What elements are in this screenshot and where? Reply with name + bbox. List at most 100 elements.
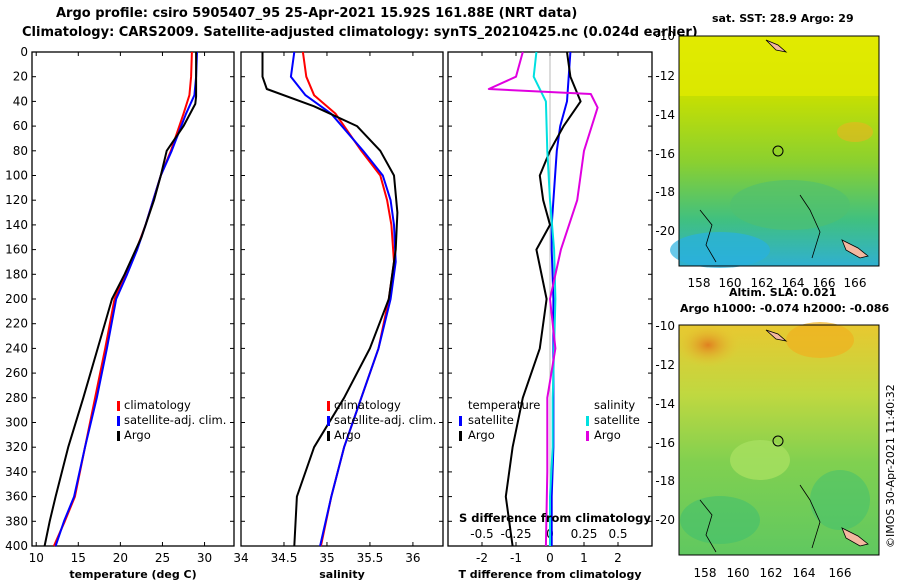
temperature-legend: climatology satellite-adj. clim. Argo: [117, 398, 226, 442]
x2-tick-label: -0.25: [500, 527, 531, 541]
depth-tick-label: 300: [5, 416, 28, 430]
legend-label: climatology: [334, 398, 401, 412]
series-line-climatology: [301, 51, 395, 547]
warm-eddy: [676, 323, 740, 367]
x2-tick-label: 0.5: [608, 527, 627, 541]
legend-swatch-argo: [117, 431, 120, 441]
legend-label: satellite-adj. clim.: [334, 413, 436, 427]
legend-label: climatology: [124, 398, 191, 412]
depth-tick-label: 100: [5, 169, 28, 183]
x-tick-label: 15: [71, 551, 86, 565]
legend-label: Argo: [124, 428, 151, 442]
map-y-tick: -10: [655, 29, 675, 43]
x2-tick-label: 0.25: [571, 527, 598, 541]
x-tick-label: 34.5: [271, 551, 298, 565]
depth-tick-label: 240: [5, 341, 28, 355]
series-line-satellite-adj-clim-: [54, 51, 198, 547]
depth-tick-label: 20: [13, 70, 28, 84]
depth-tick-label: 380: [5, 514, 28, 528]
map-x-tick: 162: [751, 276, 774, 290]
island-shape: [841, 239, 869, 259]
legend-label: Argo: [468, 428, 495, 442]
x-tick-label: 0: [546, 551, 554, 565]
map-x-tick: 166: [829, 566, 852, 580]
series-line-salinity-argo: [487, 51, 599, 547]
x-tick-label: 10: [29, 551, 44, 565]
header-title-line2: Climatology: CARS2009. Satellite-adjuste…: [22, 25, 698, 40]
map-y-tick: -12: [655, 69, 675, 83]
depth-axis: 0 20 40 60 80 100 120 140 160 180 200 220 240 260 280 3…: [5, 45, 652, 553]
header-title-line1: Argo profile: csiro 5905407_95 25-Apr-20…: [56, 6, 578, 21]
sla-map: Altim. SLA: 0.021 Argo h1000: -0.074 h20…: [655, 286, 889, 580]
legend-swatch-climatology: [327, 401, 330, 411]
sla-map-title: Altim. SLA: 0.021: [729, 286, 836, 299]
legend-swatch-t-satellite: [459, 416, 462, 426]
depth-tick-label: 320: [5, 440, 28, 454]
argo-location-marker: [772, 435, 784, 447]
series-layer: [43, 51, 599, 547]
map-y-tick: -16: [655, 436, 675, 450]
x-axis-label: T difference from climatology: [458, 568, 641, 580]
map-x-tick: 166: [844, 276, 867, 290]
series-line-temperature-argo: [504, 51, 582, 547]
legend-label: satellite: [468, 413, 514, 427]
legend-swatch-satellite: [327, 416, 330, 426]
depth-tick-label: 260: [5, 366, 28, 380]
map-y-tick: -14: [655, 108, 675, 122]
map-x-tick: 164: [782, 276, 805, 290]
x-tick-label: 36: [405, 551, 420, 565]
legend-swatch-s-argo: [586, 431, 589, 441]
x-axis-label: salinity: [319, 568, 365, 580]
x-tick-label: 1: [580, 551, 588, 565]
legend-label: Argo: [334, 428, 361, 442]
map-y-tick: -18: [655, 185, 675, 199]
x-axis-label: temperature (deg C): [69, 568, 196, 580]
legend-swatch-climatology: [117, 401, 120, 411]
legend-label: satellite: [594, 413, 640, 427]
depth-tick-label: 280: [5, 391, 28, 405]
legend-title-salinity: salinity: [594, 398, 635, 412]
map-y-tick: -20: [655, 224, 675, 238]
depth-tick-label: 360: [5, 490, 28, 504]
x-tick-label: -2: [476, 551, 488, 565]
legend-label: satellite-adj. clim.: [124, 413, 226, 427]
legend-swatch-s-satellite: [586, 416, 589, 426]
x-tick-label: 35: [319, 551, 334, 565]
map-y-tick: -18: [655, 474, 675, 488]
map-x-tick: 160: [727, 566, 750, 580]
x-tick-label: 2: [614, 551, 622, 565]
sst-map-title: sat. SST: 28.9 Argo: 29: [712, 12, 854, 25]
series-line-argo: [261, 52, 399, 547]
series-line-salinity-satellite: [532, 51, 557, 546]
map-y-tick: -16: [655, 147, 675, 161]
series-line-argo: [43, 52, 198, 547]
legend-title-temperature: temperature: [468, 398, 540, 412]
diff-top-axis-label: S difference from climatology: [459, 511, 651, 525]
depth-tick-label: 60: [13, 119, 28, 133]
bathymetry-contour: [699, 194, 821, 263]
map-x-tick: 166: [813, 276, 836, 290]
depth-tick-label: 80: [13, 144, 28, 158]
depth-tick-label: 140: [5, 218, 28, 232]
island-shape: [765, 329, 788, 342]
map-x-tick: 160: [719, 276, 742, 290]
legend-swatch-satellite: [117, 416, 120, 426]
depth-tick-label: 120: [5, 193, 28, 207]
watermark: ©IMOS 30-Apr-2021 11:40:32: [884, 384, 897, 548]
depth-tick-label: 180: [5, 267, 28, 281]
map-y-tick: -10: [655, 319, 675, 333]
depth-tick-label: 40: [13, 94, 28, 108]
depth-tick-label: 0: [20, 45, 28, 59]
sst-map: sat. SST: 28.9 Argo: 29 158 160 162 164 …: [655, 12, 880, 290]
bathymetry-contour: [699, 484, 821, 553]
map-x-tick: 162: [760, 566, 783, 580]
series-line-climatology: [52, 51, 193, 547]
island-shape: [841, 527, 869, 547]
island-shape: [765, 39, 788, 53]
salinity-legend: climatology satellite-adj. clim. Argo: [327, 398, 436, 442]
depth-tick-label: 220: [5, 317, 28, 331]
depth-tick-label: 160: [5, 243, 28, 257]
series-line-satellite-adj-clim-: [289, 51, 397, 547]
